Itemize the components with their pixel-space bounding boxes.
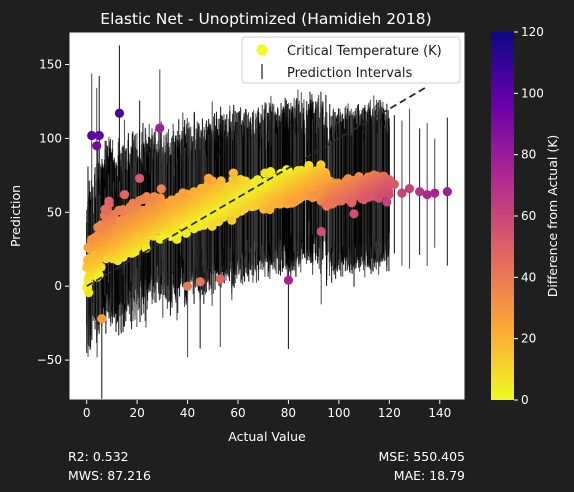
legend-errorbar-label: Prediction Intervals bbox=[287, 66, 412, 81]
legend: Critical Temperature (K) Prediction Inte… bbox=[241, 36, 461, 84]
scatter-point bbox=[189, 187, 199, 197]
scatter-point bbox=[422, 189, 432, 200]
x-axis-label: Actual Value bbox=[228, 429, 306, 444]
scatter-point bbox=[149, 192, 159, 202]
x-axis: 0 20 40 60 80 100 120 140 bbox=[83, 400, 451, 420]
x-tick-label: 140 bbox=[428, 406, 451, 420]
x-tick-label: 120 bbox=[378, 406, 401, 420]
scatter-point bbox=[178, 188, 188, 198]
scatter-point bbox=[182, 281, 193, 291]
scatter-point bbox=[128, 198, 138, 208]
colorbar-tick-label: 80 bbox=[521, 148, 536, 162]
scatter-point bbox=[442, 187, 452, 197]
y-tick-label: 50 bbox=[47, 205, 62, 219]
x-tick-label: 80 bbox=[281, 406, 296, 420]
scatter-point bbox=[155, 123, 165, 133]
scatter-point bbox=[215, 274, 225, 284]
scatter-point bbox=[382, 197, 392, 207]
scatter-point bbox=[336, 196, 347, 206]
scatter-point bbox=[92, 141, 102, 151]
scatter-point bbox=[347, 198, 357, 208]
scatter-point bbox=[87, 234, 97, 245]
scatter-point bbox=[228, 168, 239, 178]
scatter-point bbox=[252, 175, 263, 185]
colorbar-tick-label: 20 bbox=[521, 332, 536, 346]
scatter-point bbox=[207, 221, 217, 231]
scatter-point bbox=[181, 228, 191, 238]
scatter-point bbox=[227, 215, 237, 225]
scatter-point bbox=[167, 195, 177, 205]
scatter-point bbox=[265, 204, 275, 215]
scatter-point bbox=[156, 184, 166, 194]
chart-title: Elastic Net - Unoptimized (Hamidieh 2018… bbox=[100, 10, 431, 28]
colorbar-tick-label: 120 bbox=[521, 25, 544, 39]
scatter-point bbox=[349, 209, 359, 219]
x-tick-label: 20 bbox=[129, 406, 144, 420]
scatter-point bbox=[389, 179, 399, 189]
y-tick-label: 100 bbox=[39, 131, 62, 145]
metric-mse: MSE: 550.405 bbox=[378, 449, 466, 464]
legend-scatter-label: Critical Temperature (K) bbox=[287, 44, 442, 59]
scatter-point bbox=[283, 275, 294, 285]
scatter-point bbox=[203, 173, 214, 183]
scatter-point bbox=[236, 206, 246, 216]
scatter-point bbox=[104, 196, 114, 206]
scatter-point bbox=[155, 234, 165, 244]
scatter-point bbox=[94, 130, 104, 141]
scatter-point bbox=[97, 314, 107, 324]
y-tick-label: 150 bbox=[39, 58, 62, 72]
scatter-point bbox=[142, 192, 152, 202]
y-axis: −50 0 50 100 150 bbox=[37, 58, 69, 367]
scatter-point bbox=[172, 234, 182, 244]
scatter-point bbox=[119, 189, 130, 200]
scatter-point bbox=[430, 188, 440, 198]
scatter-point bbox=[135, 173, 145, 183]
scatter-point bbox=[196, 183, 206, 193]
scatter-point bbox=[114, 108, 125, 118]
scatter-point bbox=[289, 197, 299, 207]
colorbar-ticks: 0 20 40 60 80 100 120 bbox=[514, 25, 544, 407]
scatter-point bbox=[216, 176, 226, 186]
legend-scatter-marker bbox=[256, 44, 268, 56]
y-tick-label: 0 bbox=[54, 279, 62, 293]
metric-r2: R2: 0.532 bbox=[68, 449, 129, 464]
y-axis-label: Prediction bbox=[8, 185, 23, 247]
scatter-point bbox=[199, 220, 209, 230]
colorbar-tick-label: 60 bbox=[521, 209, 536, 223]
colorbar-label: Difference from Actual (K) bbox=[545, 135, 560, 298]
scatter-point bbox=[114, 205, 124, 215]
scatter-point bbox=[213, 217, 224, 227]
scatter-point bbox=[404, 184, 415, 194]
scatter-points bbox=[82, 108, 452, 324]
metric-mws: MWS: 87.216 bbox=[68, 468, 152, 483]
scatter-point bbox=[260, 168, 270, 178]
scatter-point bbox=[87, 130, 97, 141]
x-tick-label: 100 bbox=[327, 406, 350, 420]
x-tick-label: 40 bbox=[180, 406, 195, 420]
scatter-point bbox=[84, 287, 94, 298]
scatter-point bbox=[316, 226, 326, 237]
x-tick-label: 60 bbox=[230, 406, 245, 420]
scatter-point bbox=[414, 187, 425, 197]
y-tick-label: −50 bbox=[37, 353, 62, 367]
colorbar-tick-label: 40 bbox=[521, 270, 536, 284]
scatter-point bbox=[384, 189, 394, 200]
colorbar-tick-label: 100 bbox=[521, 86, 544, 100]
colorbar: 0 20 40 60 80 100 120 Difference from Actual (… bbox=[491, 25, 560, 407]
scatter-point bbox=[397, 188, 407, 198]
scatter-point bbox=[374, 193, 384, 203]
metric-mae: MAE: 18.79 bbox=[393, 468, 465, 483]
scatter-point bbox=[195, 277, 205, 287]
colorbar-tick-label: 0 bbox=[521, 393, 529, 407]
x-tick-label: 0 bbox=[83, 406, 91, 420]
